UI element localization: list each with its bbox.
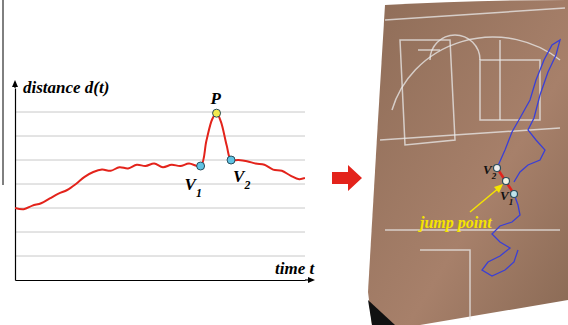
court-line bbox=[499, 40, 501, 120]
grid-line bbox=[15, 208, 305, 209]
data-line bbox=[15, 113, 305, 209]
photo-label: V1 bbox=[500, 188, 513, 207]
y-axis-line bbox=[15, 89, 16, 281]
jump-point-label: jump point bbox=[417, 214, 492, 232]
court-arc bbox=[392, 37, 560, 110]
y-axis-arrowhead bbox=[12, 80, 18, 87]
y-axis bbox=[15, 89, 17, 281]
court-line bbox=[420, 250, 470, 320]
trajectory bbox=[482, 194, 520, 276]
annotation-label: P bbox=[210, 89, 222, 108]
x-axis bbox=[16, 280, 306, 281]
annotation-point bbox=[197, 162, 205, 170]
plot-area bbox=[15, 109, 305, 209]
grid bbox=[15, 112, 305, 256]
border-line bbox=[3, 0, 4, 185]
grid-line bbox=[15, 256, 305, 257]
floor bbox=[368, 0, 568, 325]
annotation-point bbox=[227, 156, 235, 164]
corner-shadow bbox=[368, 300, 395, 325]
panel-arrow bbox=[332, 165, 362, 191]
court-line bbox=[385, 8, 565, 20]
grid-line bbox=[15, 184, 305, 185]
trajectory bbox=[497, 40, 560, 182]
jump-point bbox=[503, 178, 510, 185]
court-line bbox=[418, 49, 440, 51]
court-line bbox=[480, 60, 540, 120]
grid-line bbox=[15, 232, 305, 233]
grid-line bbox=[15, 160, 305, 161]
grid-line bbox=[15, 136, 305, 137]
court-line bbox=[380, 128, 560, 140]
annotation-label: V1 bbox=[185, 175, 202, 200]
pointer-arrow bbox=[470, 187, 500, 212]
y-axis-title: distance d(t) bbox=[23, 78, 109, 97]
x-axis-line bbox=[16, 280, 306, 281]
annotation-label: V2 bbox=[233, 167, 250, 192]
court-arc bbox=[430, 35, 480, 60]
court-line bbox=[400, 40, 455, 145]
x-axis-title: time t bbox=[275, 259, 315, 278]
photo-label: V2 bbox=[483, 162, 497, 181]
grid-line bbox=[15, 112, 305, 113]
figure: distance d(t)time tPV1V2V2V1jump point bbox=[0, 0, 568, 325]
court-photo bbox=[368, 0, 568, 325]
annotation-point bbox=[213, 109, 221, 117]
